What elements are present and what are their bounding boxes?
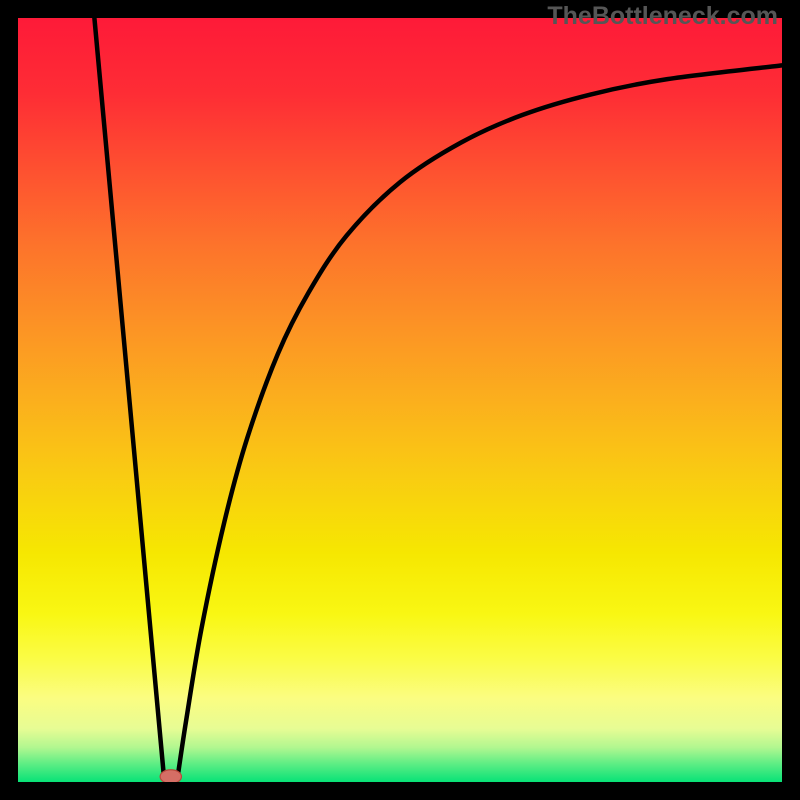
curve-layer (0, 0, 800, 800)
bottleneck-marker (160, 770, 181, 784)
right-curve (178, 65, 782, 776)
chart-container: TheBottleneck.com (0, 0, 800, 800)
left-curve (94, 18, 164, 777)
watermark-text: TheBottleneck.com (547, 2, 778, 31)
